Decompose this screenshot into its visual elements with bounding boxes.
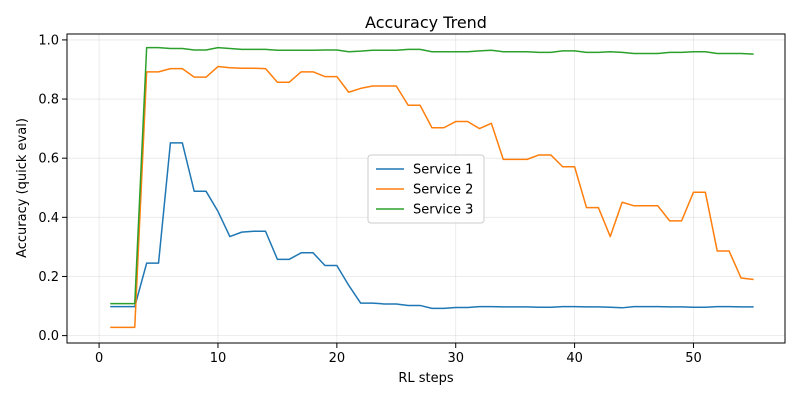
series-line-1 <box>110 142 754 310</box>
series-lines <box>110 46 754 329</box>
y-tick-label: 0.2 <box>38 270 59 285</box>
series-line-3 <box>110 46 754 305</box>
plot-frame <box>66 33 786 344</box>
axis-ticks: 0 10 20 30 40 50 0.0 0.2 0.4 0.6 0.8 1.0 <box>38 33 701 366</box>
legend-label-3: Service 3 <box>413 203 473 218</box>
x-tick-label: 10 <box>210 351 227 366</box>
y-tick-label: 0.0 <box>38 329 59 344</box>
x-tick-label: 50 <box>685 351 702 366</box>
x-tick-label: 30 <box>447 351 464 366</box>
y-tick-label: 0.8 <box>38 93 59 108</box>
legend: Service 1 Service 2 Service 3 <box>367 154 485 224</box>
chart-title: Accuracy Trend <box>365 13 487 32</box>
legend-label-2: Service 2 <box>413 183 473 198</box>
legend-label-1: Service 1 <box>413 163 473 178</box>
x-tick-label: 20 <box>329 351 346 366</box>
series-line-2 <box>110 65 754 329</box>
x-tick-label: 0 <box>95 351 103 366</box>
x-tick-label: 40 <box>566 351 583 366</box>
y-axis-title: Accuracy (quick eval) <box>15 118 30 258</box>
x-axis-title: RL steps <box>398 371 454 386</box>
y-tick-label: 0.6 <box>38 152 59 167</box>
legend-box <box>367 154 485 224</box>
y-tick-label: 0.4 <box>38 211 59 226</box>
y-tick-label: 1.0 <box>38 33 59 48</box>
